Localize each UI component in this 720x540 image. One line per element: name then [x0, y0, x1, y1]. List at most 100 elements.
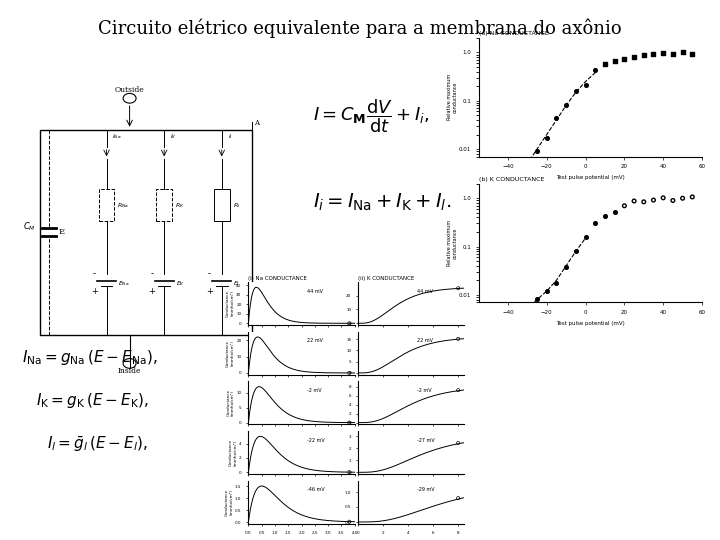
Text: $E_l$: $E_l$	[233, 279, 240, 288]
Text: $I_l = \bar{g}_l\,(E - E_l),$: $I_l = \bar{g}_l\,(E - E_l),$	[47, 435, 148, 454]
Point	[590, 219, 601, 227]
Point	[452, 494, 464, 502]
Text: $I_l$: $I_l$	[228, 132, 233, 140]
Point	[482, 194, 494, 202]
Point	[502, 325, 513, 333]
Point	[638, 51, 649, 59]
Point	[343, 517, 355, 526]
Point	[452, 284, 464, 293]
Y-axis label: Conductance
(mmho/cm²): Conductance (mmho/cm²)	[226, 389, 235, 416]
Point	[343, 418, 355, 427]
Text: $R_K$: $R_K$	[175, 201, 184, 210]
Text: Outside: Outside	[114, 86, 145, 94]
Point	[482, 342, 494, 350]
Point	[599, 59, 611, 68]
Point	[343, 468, 355, 476]
Text: 44 mV: 44 mV	[417, 289, 433, 294]
X-axis label: Test pulse potential (mV): Test pulse potential (mV)	[556, 321, 625, 326]
Text: E: E	[58, 228, 65, 236]
Point	[560, 263, 572, 272]
Text: +: +	[148, 287, 156, 296]
Point	[343, 319, 355, 328]
Point	[629, 52, 640, 61]
Text: $I_i = I_{\mathrm{Na}} + I_{\mathrm{K}} + I_l.$: $I_i = I_{\mathrm{Na}} + I_{\mathrm{K}} …	[313, 192, 451, 213]
Text: -27 mV: -27 mV	[417, 438, 434, 443]
Y-axis label: Relative maximum
conductance: Relative maximum conductance	[446, 74, 457, 120]
Point	[657, 49, 669, 58]
Point	[531, 147, 543, 156]
Text: (ii) K CONDUCTANCE: (ii) K CONDUCTANCE	[358, 276, 415, 281]
Point	[629, 197, 640, 205]
Text: Circuito elétrico equivalente para a membrana do axônio: Circuito elétrico equivalente para a mem…	[98, 19, 622, 38]
Y-axis label: Conductance
(mmho/cm²): Conductance (mmho/cm²)	[226, 340, 235, 367]
Point	[677, 194, 688, 202]
Text: $R_{Na}$: $R_{Na}$	[117, 201, 130, 210]
Point	[502, 177, 513, 186]
Text: -2 mV: -2 mV	[417, 388, 431, 393]
Point	[687, 50, 698, 58]
Point	[570, 247, 582, 255]
Y-axis label: Conductance
(mmho/cm²): Conductance (mmho/cm²)	[225, 489, 233, 516]
Point	[618, 201, 630, 210]
Point	[657, 193, 669, 202]
Text: $I_K$: $I_K$	[170, 132, 177, 140]
Point	[452, 334, 464, 343]
Point	[452, 386, 464, 395]
Text: $I = C_{\mathbf{M}}\dfrac{\mathrm{d}V}{\mathrm{d}t} + I_i,$: $I = C_{\mathbf{M}}\dfrac{\mathrm{d}V}{\…	[313, 97, 430, 135]
Point	[521, 302, 533, 311]
Text: $R_l$: $R_l$	[233, 201, 240, 210]
Point	[541, 287, 552, 295]
Text: $I_{\mathrm{Na}} = g_{\mathrm{Na}}\,(E - E_{\mathrm{Na}}),$: $I_{\mathrm{Na}} = g_{\mathrm{Na}}\,(E -…	[22, 348, 157, 367]
Text: 22 mV: 22 mV	[417, 339, 433, 343]
Point	[609, 57, 621, 66]
Text: (a) Na CONDUCTANCE: (a) Na CONDUCTANCE	[479, 31, 549, 36]
Point	[667, 49, 679, 58]
Text: -2 mV: -2 mV	[307, 388, 321, 393]
Y-axis label: Relative maximum
conductance: Relative maximum conductance	[446, 220, 457, 266]
Text: -29 mV: -29 mV	[417, 488, 434, 492]
Text: +: +	[206, 287, 213, 296]
Y-axis label: Conductance
(mmho/cm²): Conductance (mmho/cm²)	[229, 439, 238, 466]
Point	[609, 207, 621, 216]
Point	[648, 196, 660, 205]
Point	[638, 198, 649, 206]
Text: $I_{Na}$: $I_{Na}$	[112, 132, 122, 140]
Text: $I_{\mathrm{K}} = g_{\mathrm{K}}\,(E - E_{\mathrm{K}}),$: $I_{\mathrm{K}} = g_{\mathrm{K}}\,(E - E…	[36, 392, 149, 410]
Point	[580, 80, 591, 89]
Y-axis label: Conductance
(mmho/cm²): Conductance (mmho/cm²)	[226, 290, 235, 317]
Point	[687, 193, 698, 201]
Point	[551, 279, 562, 288]
Point	[648, 50, 660, 58]
Text: $E_K$: $E_K$	[176, 279, 185, 288]
Point	[492, 338, 504, 346]
Text: -: -	[150, 269, 153, 278]
Point	[599, 211, 611, 220]
Point	[570, 86, 582, 95]
Text: -22 mV: -22 mV	[307, 438, 325, 443]
Text: -: -	[93, 269, 96, 278]
Point	[452, 438, 464, 447]
Text: -: -	[208, 269, 211, 278]
Text: Inside: Inside	[118, 367, 141, 375]
Point	[521, 161, 533, 170]
Point	[343, 369, 355, 377]
Point	[667, 196, 679, 205]
Text: $C_M$: $C_M$	[23, 220, 36, 233]
Text: 44 mV: 44 mV	[307, 289, 323, 294]
Bar	[99, 189, 114, 221]
Text: $E_{Na}$: $E_{Na}$	[118, 279, 130, 288]
Text: (b) K CONDUCTANCE: (b) K CONDUCTANCE	[479, 177, 544, 182]
Point	[677, 48, 688, 57]
X-axis label: Test pulse potential (mV): Test pulse potential (mV)	[556, 175, 625, 180]
Point	[618, 55, 630, 63]
Point	[541, 133, 552, 142]
Bar	[40, 130, 252, 335]
Point	[580, 233, 591, 241]
Point	[551, 113, 562, 122]
Bar	[156, 189, 172, 221]
Point	[560, 100, 572, 109]
Text: (i) Na CONDUCTANCE: (i) Na CONDUCTANCE	[248, 276, 307, 281]
Point	[492, 191, 504, 199]
Text: 22 mV: 22 mV	[307, 339, 323, 343]
Bar	[214, 189, 230, 221]
